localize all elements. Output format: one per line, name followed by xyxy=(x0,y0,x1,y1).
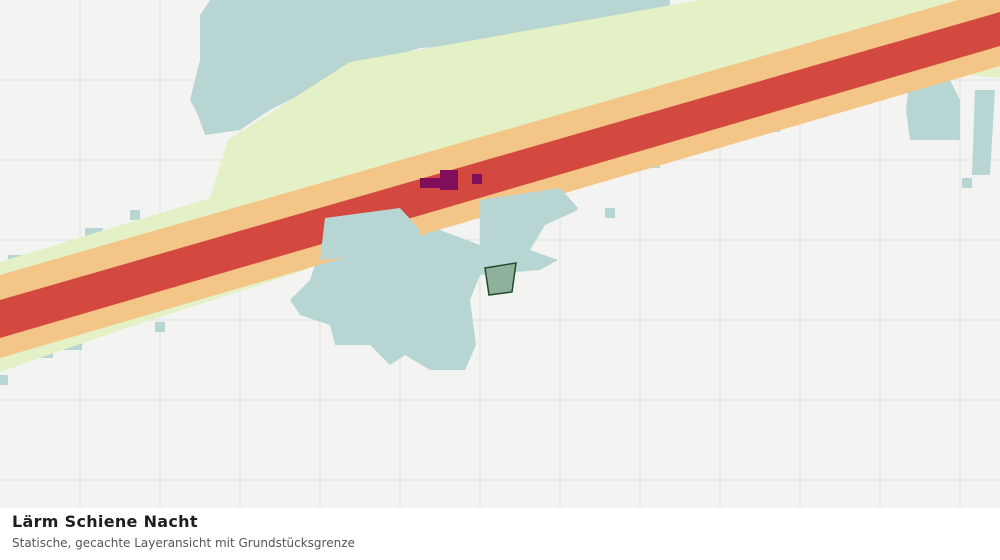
property-boundary xyxy=(484,262,517,296)
noise-level-very-high xyxy=(420,170,482,190)
map-title: Lärm Schiene Nacht xyxy=(12,512,198,531)
map xyxy=(0,0,1000,508)
noise-level-high xyxy=(0,12,1000,338)
buildings-overlap xyxy=(320,188,578,260)
map-subtitle: Statische, gecachte Layeransicht mit Gru… xyxy=(12,536,355,550)
